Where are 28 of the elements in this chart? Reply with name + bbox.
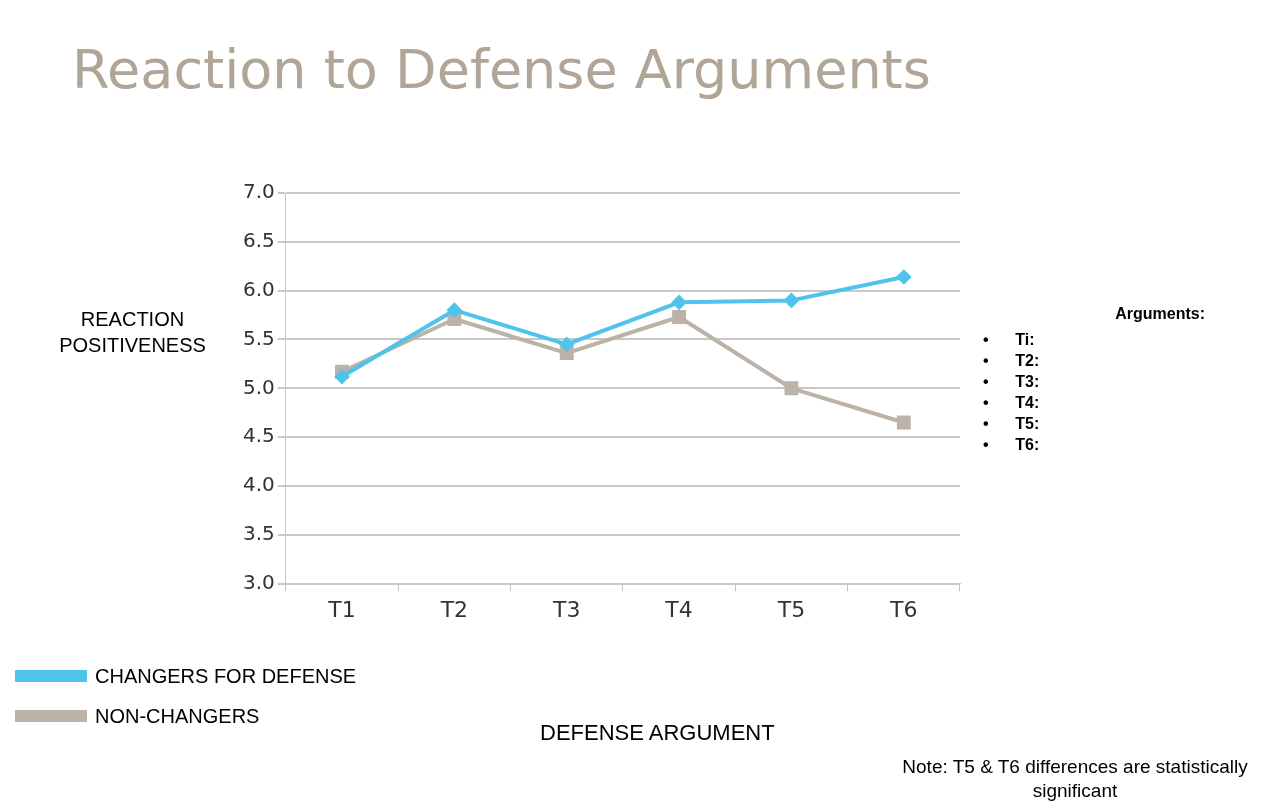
y-axis-title: REACTION POSITIVENESS bbox=[58, 307, 207, 358]
x-tick-label: T5 bbox=[776, 596, 806, 622]
x-tick-label: T1 bbox=[327, 596, 356, 622]
text: Arguments: bbox=[1114, 305, 1206, 323]
x-tick-label: T3 bbox=[552, 596, 581, 622]
y-tick-label: 4.5 bbox=[242, 423, 275, 448]
legend-label: NON-CHANGERS bbox=[95, 704, 260, 728]
y-tick-label: 3.5 bbox=[242, 520, 275, 545]
chart-title: Reaction to Defense Arguments bbox=[72, 38, 931, 101]
y-tick-label: 3.0 bbox=[242, 569, 275, 594]
x-tick-label: T2 bbox=[439, 596, 469, 622]
y-tick-label: 6.5 bbox=[242, 228, 275, 253]
text: • T2: bbox=[983, 351, 1041, 371]
y-tick-label: 7.0 bbox=[242, 179, 275, 204]
text: • T3: bbox=[983, 372, 1041, 392]
y-tick-label: 6.0 bbox=[242, 276, 275, 301]
text: • Ti: bbox=[983, 330, 1036, 350]
text: Note: T5 & T6 differences are statistically significant bbox=[901, 755, 1249, 803]
y-tick-label: 4.0 bbox=[242, 472, 275, 497]
legend-label: CHANGERS FOR DEFENSE bbox=[95, 664, 357, 688]
y-tick-label: 5.5 bbox=[242, 325, 275, 350]
text: • T6: bbox=[983, 435, 1041, 455]
text: • T5: bbox=[983, 414, 1041, 434]
y-tick-label: 5.0 bbox=[242, 374, 275, 399]
x-axis-title: DEFENSE ARGUMENT bbox=[540, 720, 775, 746]
x-tick-label: T4 bbox=[664, 596, 693, 622]
x-tick-label: T6 bbox=[889, 596, 918, 622]
text: • T4: bbox=[983, 393, 1041, 413]
